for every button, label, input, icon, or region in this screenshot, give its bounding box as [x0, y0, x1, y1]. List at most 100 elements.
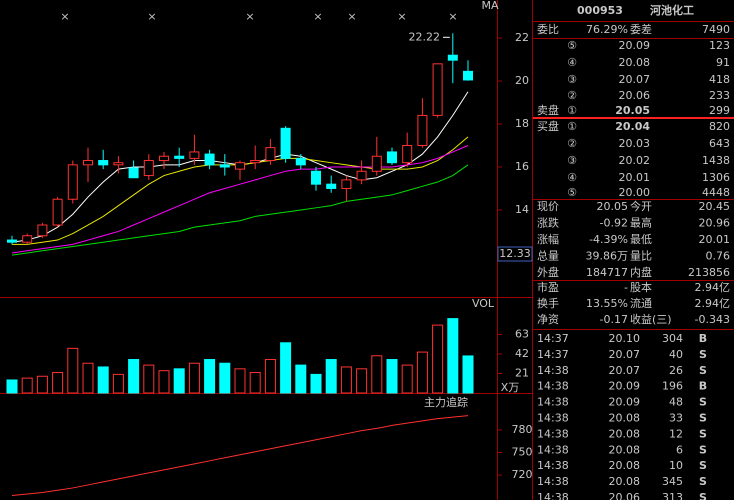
stat-value: 20.96 — [699, 217, 731, 230]
order-price: 20.00 — [619, 186, 651, 199]
trade-price: 20.08 — [609, 475, 641, 488]
y-tick-label: 16 — [515, 160, 529, 173]
level: ① — [567, 104, 577, 117]
order-volume: 418 — [709, 73, 730, 86]
info-value: 2.94亿 — [695, 281, 731, 294]
stat-label: 涨幅 — [537, 233, 559, 246]
order-price: 20.05 — [615, 104, 650, 117]
volume-bar — [36, 375, 48, 394]
stat-label: 最低 — [630, 233, 652, 246]
event-flag: × — [347, 10, 356, 23]
y-tick-label: 63 — [515, 327, 529, 340]
event-flag: × — [245, 10, 254, 23]
trade-time: 14:38 — [537, 427, 569, 440]
candle-body — [235, 162, 245, 170]
event-flag: × — [313, 10, 322, 23]
candle-body — [341, 179, 352, 189]
level: ⑤ — [567, 39, 577, 52]
trade-price: 20.08 — [609, 427, 641, 440]
stat-value: 0.76 — [706, 250, 731, 263]
volume-bar — [280, 342, 292, 394]
order-volume: 643 — [709, 137, 730, 150]
stat-label: 总量 — [537, 249, 559, 263]
volume-bar — [6, 379, 18, 394]
order-price: 20.07 — [619, 73, 651, 86]
indicator-label: MA — [481, 0, 498, 12]
candle-body — [113, 162, 124, 166]
level: ③ — [567, 154, 577, 167]
candle-body — [295, 157, 306, 166]
volume-bar — [128, 359, 140, 394]
trade-time: 14:38 — [537, 396, 569, 409]
trade-time: 14:38 — [537, 475, 569, 488]
trade-time: 14:38 — [537, 491, 569, 500]
y-tick-label: 780 — [512, 423, 533, 436]
volume-bar — [188, 362, 200, 394]
order-price: 20.06 — [619, 89, 651, 102]
candle-body — [265, 147, 276, 162]
y-tick-label: 14 — [515, 203, 529, 216]
trade-time: 14:38 — [537, 412, 569, 425]
level: ⑤ — [567, 186, 577, 199]
candle-body — [280, 127, 291, 159]
candle-body — [432, 63, 443, 116]
trade-price: 20.10 — [609, 332, 641, 345]
candle-body — [447, 54, 458, 61]
trade-time: 14:38 — [537, 443, 569, 456]
volume-bar — [264, 359, 276, 394]
info-label: 流通 — [630, 296, 652, 310]
y-tick-label: 750 — [512, 446, 533, 459]
stat-value: 20.01 — [699, 233, 731, 246]
order-volume: 820 — [709, 120, 730, 133]
order-volume: 91 — [716, 56, 730, 69]
volume-bar — [416, 351, 428, 394]
panel-title: VOL — [472, 297, 495, 310]
candle-body — [356, 170, 367, 181]
trade-volume: 33 — [669, 412, 683, 425]
candle-body — [311, 170, 321, 185]
trade-side: S — [699, 412, 707, 425]
volume-bar — [97, 366, 109, 394]
level: ④ — [567, 56, 577, 69]
level: ② — [567, 137, 577, 150]
high-annotation: 22.22 — [409, 30, 441, 43]
stock-code: 000953 — [577, 4, 623, 17]
candle-body — [387, 151, 397, 164]
candle-body — [83, 160, 93, 166]
y-tick-label: 22 — [515, 31, 529, 44]
trade-price: 20.07 — [609, 364, 641, 377]
trade-volume: 304 — [662, 332, 683, 345]
candle-body — [402, 144, 413, 164]
info-label: 收益(三) — [630, 312, 672, 326]
candle-body — [159, 155, 169, 162]
trade-side: S — [699, 491, 707, 500]
volume-bar — [386, 359, 398, 394]
trade-side: B — [699, 380, 707, 393]
volume-bar — [21, 377, 33, 394]
level: ④ — [567, 171, 577, 184]
main-force-line — [11, 415, 469, 496]
trade-side: B — [699, 332, 707, 345]
stat-label: 最高 — [630, 216, 652, 230]
order-volume: 1306 — [702, 171, 730, 184]
trade-volume: 345 — [662, 475, 683, 488]
trade-price: 20.07 — [609, 348, 641, 361]
stock-name: 河池化工 — [650, 3, 694, 17]
trade-volume: 26 — [669, 364, 683, 377]
stat-value: 39.86万 — [586, 250, 629, 263]
trade-side: S — [699, 364, 707, 377]
trade-volume: 40 — [669, 348, 683, 361]
order-volume: 4448 — [702, 186, 730, 199]
stat-value: 213856 — [688, 266, 730, 279]
order-price: 20.04 — [615, 120, 650, 133]
trade-price: 20.09 — [609, 396, 641, 409]
event-flag: × — [397, 10, 406, 23]
stat-label: 外盘 — [537, 265, 559, 279]
candle-body — [326, 183, 337, 189]
info-value: - — [624, 281, 628, 294]
order-price: 20.09 — [619, 39, 651, 52]
stat-value: 20.45 — [699, 200, 731, 213]
trade-price: 20.06 — [609, 491, 641, 500]
